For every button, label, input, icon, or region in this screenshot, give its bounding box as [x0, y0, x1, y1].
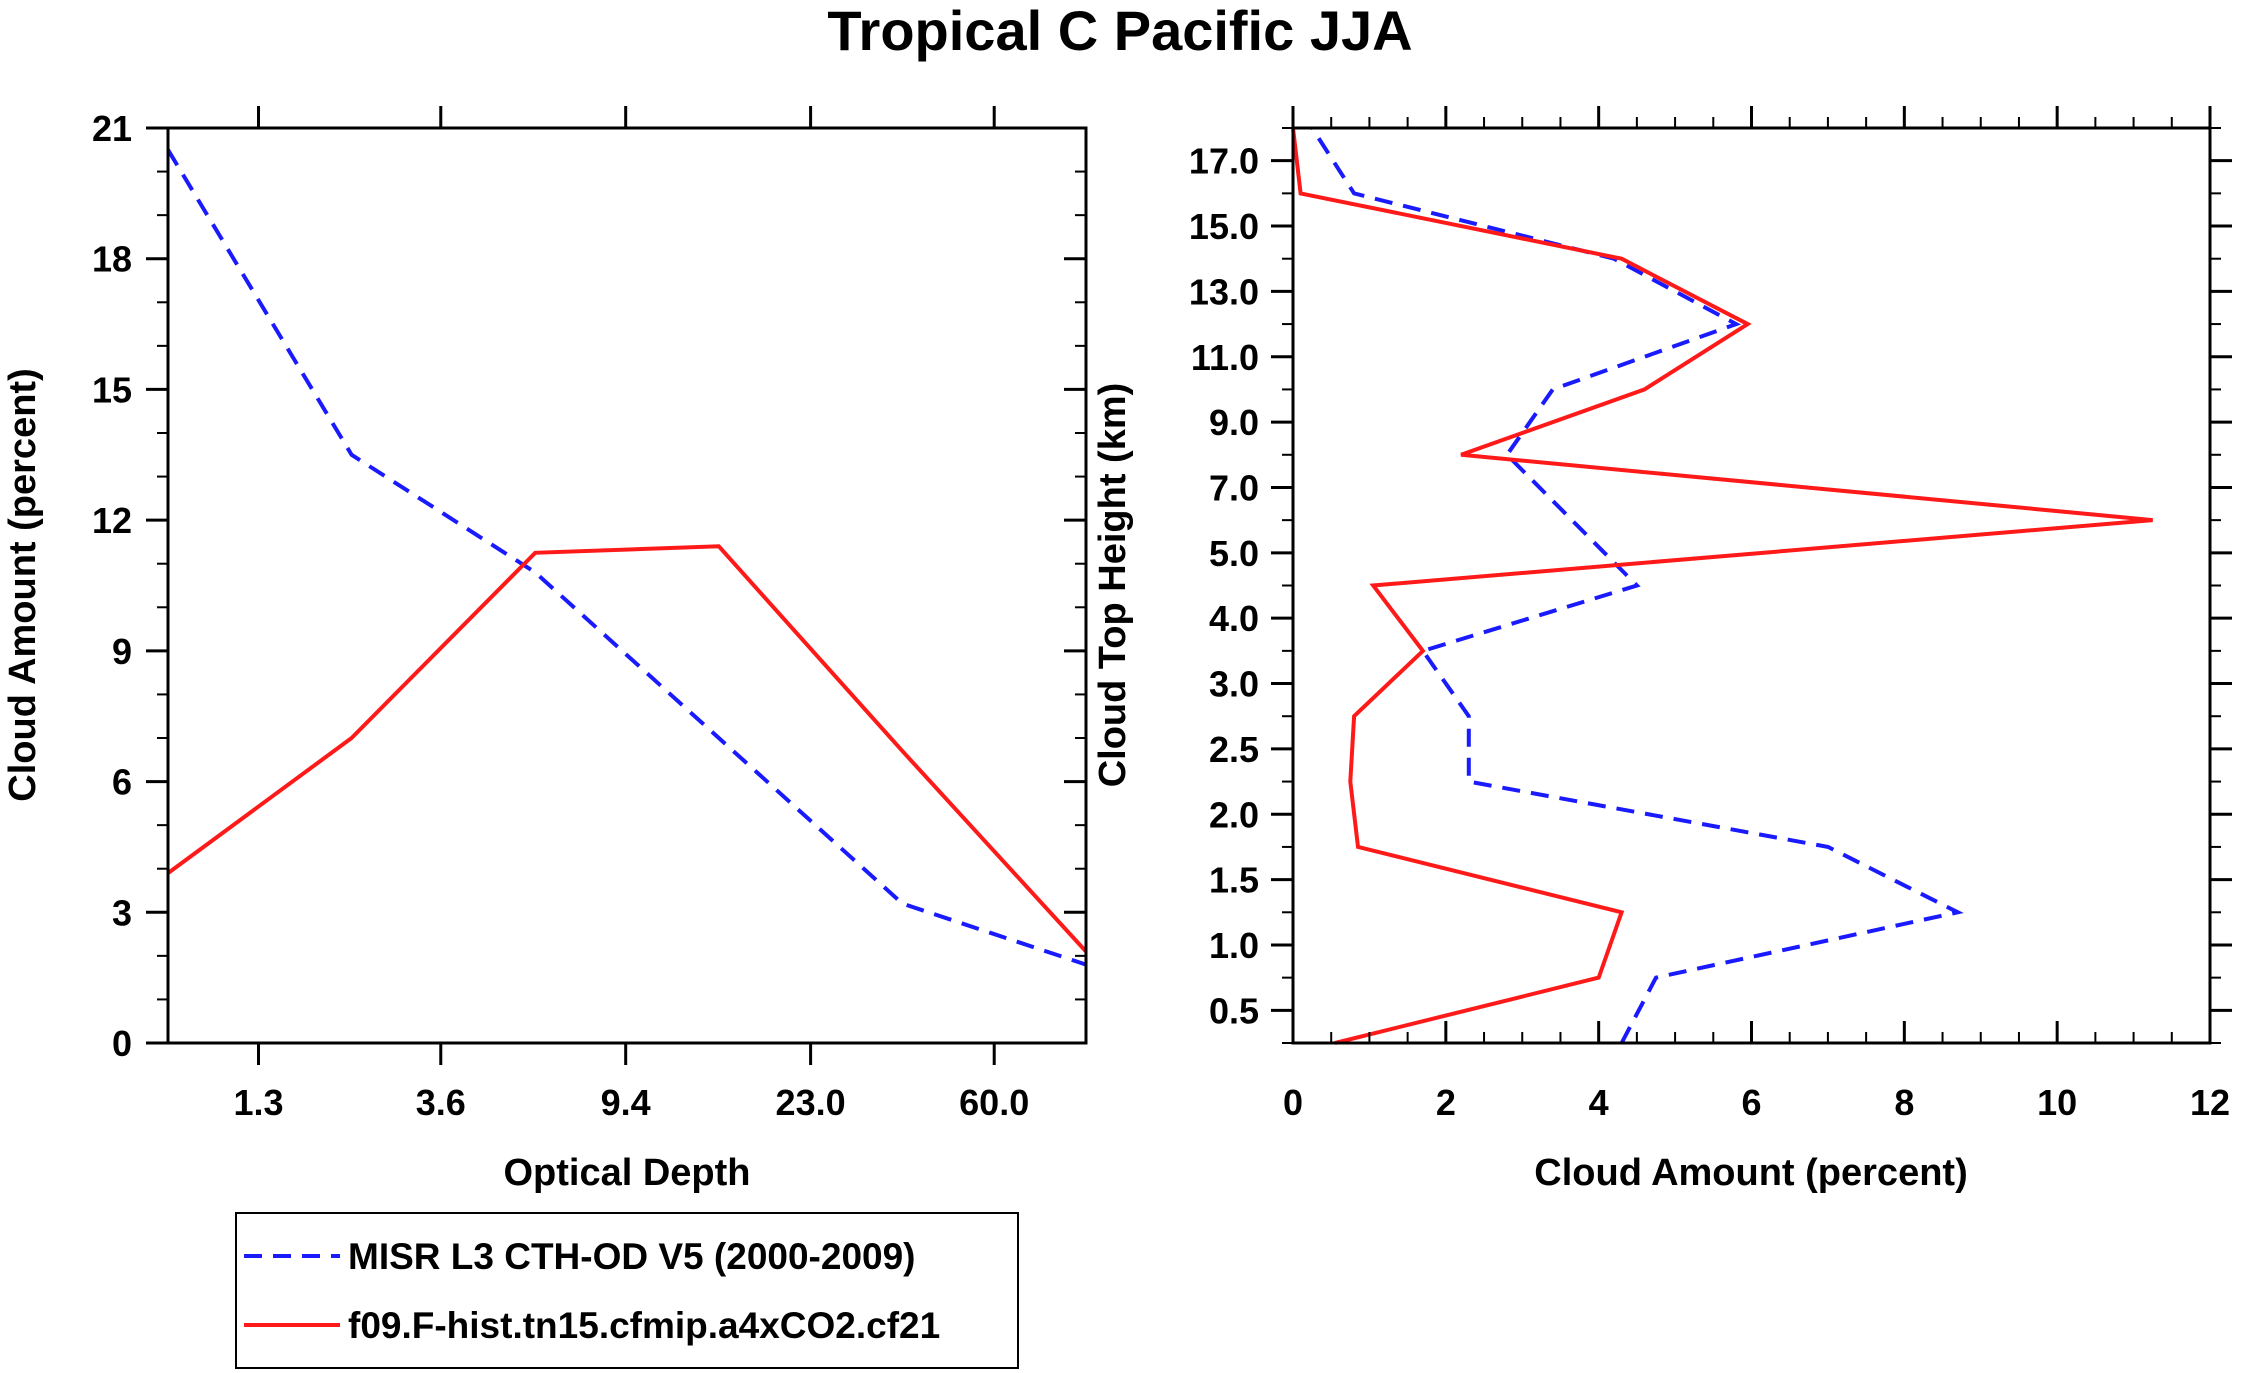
- left-panel-optical-depth: 0 3 6 9 12 15 18 21 1.3 3.6 9.4 23.0 60.0 Optical De…: [2, 106, 1088, 1194]
- left-x-tick-label: 3.6: [416, 1082, 466, 1123]
- left-y-tick-label: 21: [92, 108, 132, 149]
- left-y-tick-label: 9: [112, 631, 132, 672]
- right-x-tick-label: 8: [1894, 1082, 1914, 1123]
- right-y-tick-label: 1.5: [1209, 860, 1259, 901]
- left-x-tick-label: 1.3: [233, 1082, 283, 1123]
- legend: MISR L3 CTH-OD V5 (2000-2009) f09.F-hist…: [235, 1212, 1019, 1369]
- right-panel-cloud-top-height: 0 2 4 6 8 10 12 0.5 1.0 1.5 2.0 2.5 3.0 4.0 5.0 7.0 9.0 1…: [1092, 106, 2232, 1194]
- left-y-tick-label: 15: [92, 369, 132, 410]
- right-y-tick-label: 1.0: [1209, 925, 1259, 966]
- left-x-tick-label: 60.0: [959, 1082, 1029, 1123]
- right-y-tick-label: 4.0: [1209, 598, 1259, 639]
- legend-label-obs: MISR L3 CTH-OD V5 (2000-2009): [348, 1236, 916, 1277]
- right-y-tick-label: 11.0: [1191, 337, 1259, 378]
- right-panel-ticks: 0 2 4 6 8 10 12 0.5 1.0 1.5 2.0 2.5 3.0 4.0 5.0 7.0 9.0 1…: [1189, 106, 2232, 1123]
- left-x-tick-label: 9.4: [601, 1082, 651, 1123]
- right-y-axis-label: Cloud Top Height (km): [1092, 383, 1134, 788]
- legend-label-model: f09.F-hist.tn15.cfmip.a4xCO2.cf21: [348, 1305, 940, 1346]
- right-x-tick-label: 4: [1589, 1082, 1609, 1123]
- right-y-tick-label: 17.0: [1189, 141, 1259, 182]
- left-y-tick-label: 18: [92, 239, 132, 280]
- right-y-tick-label: 13.0: [1189, 271, 1259, 312]
- right-x-tick-label: 6: [1741, 1082, 1761, 1123]
- right-y-tick-label: 15.0: [1189, 206, 1259, 247]
- left-panel-series: [166, 148, 1088, 967]
- left-x-axis-label: Optical Depth: [503, 1152, 750, 1194]
- left-panel-frame: [166, 126, 1088, 1045]
- left-y-axis-label: Cloud Amount (percent): [2, 368, 44, 801]
- left-y-tick-label: 3: [112, 892, 132, 933]
- right-series-line-obs: [1310, 126, 1964, 1044]
- left-series-line-model: [166, 544, 1088, 953]
- right-x-tick-label: 0: [1283, 1082, 1303, 1123]
- right-panel-frame: [1291, 126, 2212, 1045]
- right-x-tick-label: 12: [2190, 1082, 2230, 1123]
- left-panel-ticks: 0 3 6 9 12 15 18 21 1.3 3.6 9.4 23.0 60.0: [92, 106, 1086, 1123]
- left-x-tick-label: 23.0: [776, 1082, 846, 1123]
- legend-box: [235, 1212, 1019, 1369]
- right-y-tick-label: 9.0: [1209, 402, 1259, 443]
- right-x-tick-label: 10: [2037, 1082, 2077, 1123]
- right-y-tick-label: 2.5: [1209, 729, 1259, 770]
- right-y-tick-label: 7.0: [1209, 467, 1259, 508]
- left-y-tick-label: 12: [92, 500, 132, 541]
- right-y-tick-label: 0.5: [1209, 990, 1259, 1031]
- left-y-tick-label: 6: [112, 762, 132, 803]
- right-y-tick-label: 3.0: [1209, 664, 1259, 705]
- right-x-axis-label: Cloud Amount (percent): [1534, 1152, 1967, 1194]
- right-y-tick-label: 5.0: [1209, 533, 1259, 574]
- chart-title: Tropical C Pacific JJA: [827, 0, 1412, 62]
- right-series-line-model: [1291, 127, 2153, 1045]
- left-series-line-obs: [166, 148, 1087, 967]
- left-y-tick-label: 0: [112, 1023, 132, 1064]
- right-panel-series: [1291, 126, 2153, 1045]
- right-x-tick-label: 2: [1436, 1082, 1456, 1123]
- right-y-tick-label: 2.0: [1209, 794, 1259, 835]
